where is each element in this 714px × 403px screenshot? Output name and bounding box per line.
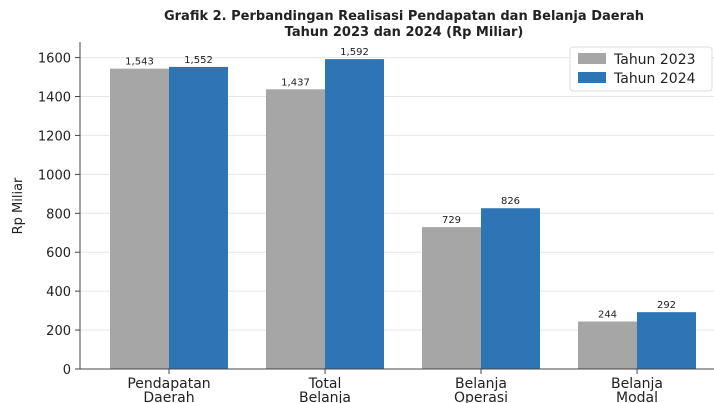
value-label: 1,543	[125, 57, 154, 68]
chart-title: Grafik 2. Perbandingan Realisasi Pendapa…	[164, 9, 644, 24]
value-label: 729	[442, 215, 461, 226]
legend-label: Tahun 2023	[613, 52, 696, 68]
x-tick-label: Belanja	[299, 390, 351, 403]
legend-label: Tahun 2024	[613, 71, 696, 87]
x-tick-label: Total	[308, 376, 342, 392]
value-label: 1,592	[340, 47, 369, 58]
y-tick-label: 600	[46, 246, 71, 261]
y-axis-label: Rp Miliar	[11, 177, 26, 234]
value-label: 1,437	[281, 77, 310, 88]
y-tick-label: 1200	[38, 129, 71, 144]
y-tick-label: 800	[46, 207, 71, 222]
bar	[578, 321, 637, 369]
value-label: 1,552	[184, 55, 213, 66]
legend-swatch	[578, 72, 606, 83]
value-label: 826	[501, 196, 520, 207]
bar	[110, 68, 169, 369]
x-tick-label: Pendapatan	[127, 376, 210, 392]
y-tick-label: 1000	[38, 168, 71, 183]
chart-title: Tahun 2023 dan 2024 (Rp Miliar)	[285, 25, 524, 40]
y-tick-label: 1600	[38, 52, 71, 67]
bar	[637, 312, 696, 369]
y-tick-label: 400	[46, 285, 71, 300]
x-tick-label: Daerah	[143, 390, 194, 403]
bar	[481, 208, 540, 369]
y-tick-label: 200	[46, 324, 71, 339]
x-tick-label: Belanja	[611, 376, 663, 392]
bar	[266, 89, 325, 369]
x-tick-label: Belanja	[455, 376, 507, 392]
x-tick-label: Operasi	[454, 390, 508, 403]
legend-swatch	[578, 53, 606, 64]
bar	[422, 227, 481, 369]
value-label: 292	[657, 300, 676, 311]
bar	[325, 59, 384, 369]
value-label: 244	[598, 310, 617, 321]
y-tick-label: 0	[63, 363, 71, 378]
y-tick-label: 1400	[38, 91, 71, 106]
x-tick-label: Modal	[616, 390, 658, 403]
bar	[169, 66, 228, 370]
